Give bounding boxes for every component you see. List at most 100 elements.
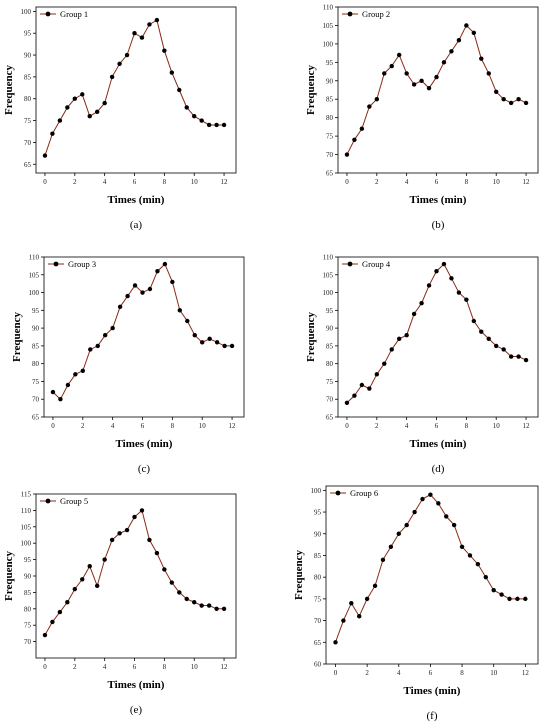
data-point xyxy=(352,393,357,398)
data-point xyxy=(184,105,189,110)
y-tick-label: 70 xyxy=(24,139,32,147)
data-point xyxy=(456,38,462,43)
data-point xyxy=(147,537,152,543)
x-axis-title: Times (min) xyxy=(404,685,461,697)
data-point xyxy=(367,386,372,391)
data-point xyxy=(483,574,488,580)
x-tick-label: 0 xyxy=(345,422,349,430)
data-point xyxy=(434,269,439,274)
data-point xyxy=(508,100,514,106)
data-point xyxy=(124,52,130,58)
x-tick-label: 2 xyxy=(73,178,77,186)
x-tick-label: 12 xyxy=(522,669,530,677)
y-tick-label: 70 xyxy=(24,638,32,646)
legend-label: Group 6 xyxy=(350,488,378,498)
data-point xyxy=(200,340,205,345)
x-tick-label: 10 xyxy=(199,422,207,430)
data-point xyxy=(207,336,212,341)
data-point xyxy=(109,74,115,80)
chart-f: 0 2 4 6 8 10 12 60 65 70 75 80 85 90 95 100 Times (min) F… xyxy=(293,485,539,722)
y-axis-title: Frequency xyxy=(305,65,317,115)
data-point xyxy=(494,89,499,95)
data-point xyxy=(102,333,108,338)
data-point xyxy=(58,397,63,402)
data-point xyxy=(177,87,182,93)
data-point xyxy=(456,290,462,295)
data-point xyxy=(147,22,152,27)
x-tick-label: 12 xyxy=(221,178,229,186)
data-point xyxy=(344,400,350,405)
data-point xyxy=(516,354,521,359)
y-tick-label: 95 xyxy=(326,59,334,67)
data-point xyxy=(426,85,432,91)
figure-caption: (b) xyxy=(432,219,445,231)
y-tick-label: 110 xyxy=(323,4,334,12)
y-tick-label: 85 xyxy=(24,589,32,597)
data-point xyxy=(428,492,433,497)
data-point xyxy=(221,122,227,128)
plot-frame xyxy=(337,256,539,418)
data-point xyxy=(508,354,514,359)
y-tick-label: 65 xyxy=(326,170,334,178)
x-tick-label: 4 xyxy=(103,663,107,671)
y-tick-label: 100 xyxy=(21,540,32,548)
chart-e: 0 2 4 6 8 10 12 70 75 80 85 90 95 100 105 110 115 Times (… xyxy=(3,491,237,716)
data-point xyxy=(214,122,219,128)
data-point xyxy=(523,100,529,106)
data-point xyxy=(475,561,481,567)
data-point xyxy=(132,31,137,36)
x-tick-label: 6 xyxy=(141,422,145,430)
data-point xyxy=(50,619,55,625)
x-tick-label: 4 xyxy=(405,422,409,430)
data-point xyxy=(364,596,370,602)
x-tick-label: 6 xyxy=(435,178,439,186)
x-tick-label: 0 xyxy=(345,178,349,186)
x-tick-label: 12 xyxy=(523,178,531,186)
data-point xyxy=(162,261,168,267)
data-point xyxy=(206,603,212,608)
data-point xyxy=(359,382,365,388)
x-tick-label: 4 xyxy=(397,669,401,677)
y-tick-label: 65 xyxy=(24,161,32,169)
data-point xyxy=(125,293,130,299)
data-point xyxy=(426,283,432,288)
series-line xyxy=(346,263,527,404)
y-tick-label: 85 xyxy=(24,73,32,81)
y-tick-label: 80 xyxy=(24,95,32,103)
data-point xyxy=(389,347,394,352)
y-axis-title: Frequency xyxy=(3,65,15,115)
y-tick-label: 65 xyxy=(326,414,334,422)
data-point xyxy=(147,286,153,292)
data-point xyxy=(357,614,362,619)
data-point xyxy=(88,347,93,352)
series-line xyxy=(335,494,526,643)
y-tick-label: 100 xyxy=(323,40,334,48)
data-point xyxy=(132,514,137,520)
data-point xyxy=(177,308,183,313)
data-point xyxy=(411,311,417,317)
data-point xyxy=(80,92,85,97)
data-point xyxy=(374,372,380,377)
data-point xyxy=(185,318,190,324)
data-point xyxy=(94,583,100,589)
data-point xyxy=(57,118,63,123)
y-tick-label: 85 xyxy=(32,342,40,350)
data-point xyxy=(523,596,528,602)
legend-marker xyxy=(53,261,59,267)
x-tick-label: 8 xyxy=(163,663,167,671)
data-point xyxy=(388,544,394,549)
data-point xyxy=(467,553,473,558)
data-point xyxy=(372,583,378,589)
x-tick-label: 8 xyxy=(171,422,175,430)
y-tick-label: 80 xyxy=(32,360,40,368)
data-point xyxy=(102,100,107,106)
plot-frame xyxy=(337,6,539,174)
y-tick-label: 105 xyxy=(323,22,334,30)
figure-caption: (c) xyxy=(138,463,151,475)
y-tick-label: 90 xyxy=(326,77,334,85)
data-point xyxy=(507,596,512,602)
data-point xyxy=(110,325,115,331)
data-point xyxy=(380,557,386,563)
data-point xyxy=(516,97,521,102)
